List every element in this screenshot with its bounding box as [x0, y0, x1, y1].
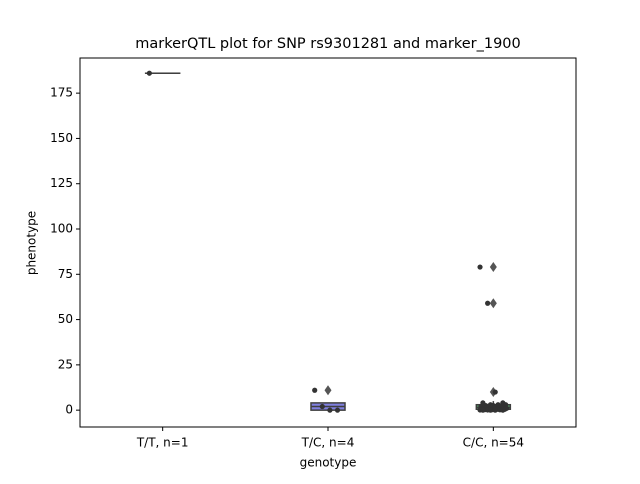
- flier: [490, 298, 497, 308]
- point: [493, 408, 498, 413]
- point: [320, 404, 325, 409]
- y-tick-label: 0: [65, 403, 73, 417]
- y-tick-label: 175: [50, 86, 73, 100]
- x-tick-label: T/C, n=4: [301, 436, 355, 450]
- point: [327, 408, 332, 413]
- point: [500, 408, 505, 413]
- point: [488, 408, 493, 413]
- point: [485, 301, 490, 306]
- y-tick-label: 25: [58, 357, 73, 371]
- point: [335, 408, 340, 413]
- y-tick-label: 125: [50, 176, 73, 190]
- y-tick-label: 100: [50, 222, 73, 236]
- flier: [325, 385, 332, 395]
- point: [480, 408, 485, 413]
- y-tick-label: 50: [58, 312, 73, 326]
- point: [493, 389, 498, 394]
- flier: [490, 262, 497, 272]
- y-tick-label: 75: [58, 267, 73, 281]
- x-tick-label: C/C, n=54: [463, 436, 524, 450]
- y-tick-label: 150: [50, 131, 73, 145]
- point: [147, 71, 152, 76]
- y-axis-label: phenotype: [25, 211, 39, 275]
- chart-title: markerQTL plot for SNP rs9301281 and mar…: [135, 36, 521, 52]
- plot-frame: [80, 58, 576, 427]
- point: [477, 264, 482, 269]
- point: [312, 388, 317, 393]
- x-tick-label: T/T, n=1: [136, 436, 189, 450]
- x-axis-label: genotype: [300, 456, 357, 470]
